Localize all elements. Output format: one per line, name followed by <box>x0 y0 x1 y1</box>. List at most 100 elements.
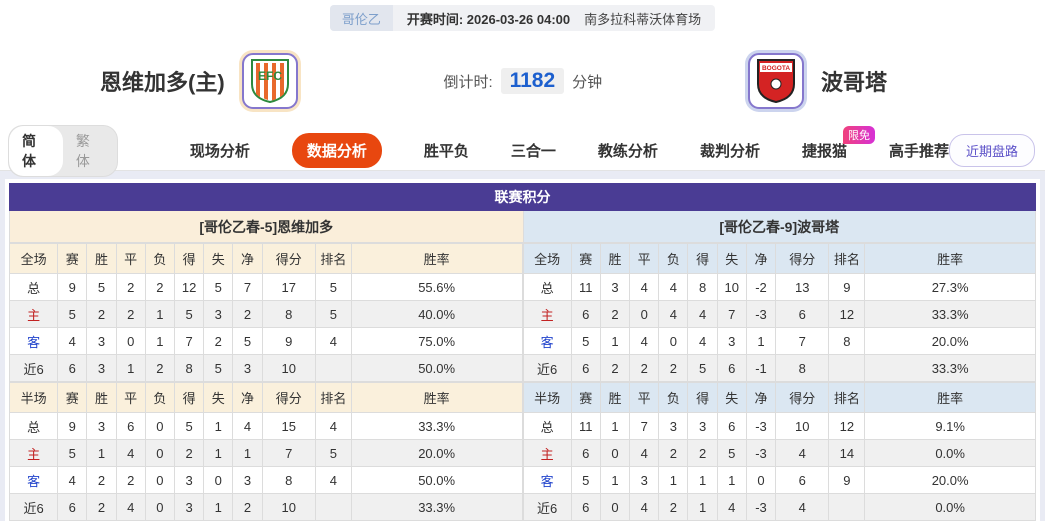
nav-bar: 简体 繁体 现场分析 数据分析 胜平负 三合一 教练分析 裁判分析 捷报猫 限免 高手推荐 近期… <box>0 124 1045 177</box>
stat-cell: 3 <box>86 354 117 382</box>
stat-cell: 13 <box>775 273 830 301</box>
table-row: 近6 6 0 4 2 1 4 -3 4 0.0% <box>522 493 1036 521</box>
home-team-crest-icon: EFC <box>241 53 298 109</box>
home-fulltime-table: 全场赛胜平负得失净得分 排名 胜率 总 9 5 2 2 12 5 7 17 5 55.6% 主 5 2 2 1 5 3… <box>8 243 523 382</box>
league-badge: 哥伦乙 <box>329 5 393 31</box>
table-row: 客 4 3 0 1 7 2 5 9 4 75.0% <box>8 327 523 355</box>
column-header: 得 <box>173 382 205 413</box>
stat-cell: -3 <box>745 300 777 328</box>
column-header: 得 <box>173 243 205 274</box>
stat-cell: 1 <box>86 439 117 467</box>
column-header: 平 <box>115 382 146 413</box>
column-header: 赛 <box>57 243 88 274</box>
stat-cell: 5 <box>314 300 352 328</box>
stat-cell: 3 <box>173 493 205 521</box>
stat-cell: 3 <box>232 354 263 382</box>
stat-cell: 1 <box>745 327 777 355</box>
row-label: 总 <box>522 412 572 440</box>
stat-cell: 20.0% <box>864 327 1036 355</box>
stat-cell: 5 <box>314 273 352 301</box>
tab-捷报猫[interactable]: 捷报猫 限免 <box>802 126 875 161</box>
column-header: 净 <box>745 382 777 413</box>
column-header: 得分 <box>775 243 830 274</box>
stat-cell: 7 <box>173 327 205 355</box>
row-label: 客 <box>522 327 572 355</box>
stat-cell: 10 <box>261 493 316 521</box>
stat-cell: 10 <box>775 412 830 440</box>
home-team-logo: EFC <box>238 50 301 112</box>
stat-cell: 5 <box>57 439 88 467</box>
table-row: 总 11 3 4 4 8 10 -2 13 9 27.3% <box>522 273 1036 301</box>
lang-traditional[interactable]: 繁体 <box>75 132 90 169</box>
stat-cell: 3 <box>716 327 747 355</box>
table-row: 总 9 5 2 2 12 5 7 17 5 55.6% <box>8 273 523 301</box>
tab-高手推荐[interactable]: 高手推荐 <box>888 143 949 160</box>
table-row: 主 6 2 0 4 4 7 -3 6 12 33.3% <box>522 300 1036 328</box>
stat-cell: 11 <box>570 273 601 301</box>
table-row: 近6 6 3 1 2 8 5 3 10 50.0% <box>8 354 523 382</box>
stat-cell <box>314 354 352 382</box>
stat-cell: 3 <box>232 466 263 494</box>
column-header: 赛 <box>570 243 601 274</box>
row-label: 主 <box>8 439 59 467</box>
stat-cell: 1 <box>203 412 234 440</box>
stat-cell: 5 <box>203 354 234 382</box>
stat-cell: 0.0% <box>864 439 1036 467</box>
stat-cell: -2 <box>745 273 777 301</box>
column-header: 排名 <box>828 382 866 413</box>
stat-cell: 7 <box>775 327 830 355</box>
table-row: 总 9 3 6 0 5 1 4 15 4 33.3% <box>8 412 523 440</box>
stat-cell: 33.3% <box>864 354 1036 382</box>
stat-cell: 0 <box>144 466 175 494</box>
language-toggle[interactable]: 简体 繁体 <box>8 124 118 177</box>
stat-cell <box>828 354 866 382</box>
stat-cell: 7 <box>716 300 747 328</box>
stat-cell: 5 <box>86 273 117 301</box>
column-header: 胜 <box>599 382 631 413</box>
stat-cell: 1 <box>687 493 718 521</box>
column-header: 胜率 <box>350 243 523 274</box>
stat-cell: 9 <box>828 273 866 301</box>
stat-cell: 8 <box>828 327 866 355</box>
home-section-header: [哥伦乙春-5]恩维加多 <box>9 211 523 243</box>
stat-cell: 4 <box>314 412 352 440</box>
column-header: 得分 <box>261 243 316 274</box>
stat-cell: 1 <box>115 354 146 382</box>
column-header: 胜 <box>86 243 117 274</box>
stat-cell: 4 <box>115 439 146 467</box>
home-team-name: 恩维加多(主) <box>100 70 225 95</box>
stat-cell: 5 <box>57 300 88 328</box>
tab-裁判分析[interactable]: 裁判分析 <box>699 143 760 160</box>
tab-现场分析[interactable]: 现场分析 <box>189 143 250 160</box>
table-row: 客 4 2 2 0 3 0 3 8 4 50.0% <box>8 466 523 494</box>
stat-cell: 6 <box>775 466 830 494</box>
column-header: 胜 <box>599 243 631 274</box>
stat-cell: 4 <box>57 466 88 494</box>
stat-cell: 2 <box>687 439 718 467</box>
stat-cell: 3 <box>687 412 718 440</box>
column-header: 失 <box>716 382 747 413</box>
stat-cell: 4 <box>775 439 830 467</box>
column-header: 胜率 <box>350 382 523 413</box>
tab-胜平负[interactable]: 胜平负 <box>423 143 469 160</box>
stat-cell: 50.0% <box>350 466 523 494</box>
column-header: 得分 <box>775 382 830 413</box>
tab-教练分析[interactable]: 教练分析 <box>597 143 658 160</box>
stat-cell: 5 <box>314 439 352 467</box>
column-header: 赛 <box>57 382 88 413</box>
stat-cell: 2 <box>86 300 117 328</box>
home-team: 恩维加多(主) EFC <box>100 50 301 112</box>
stat-cell: 1 <box>658 466 689 494</box>
stat-cell: 20.0% <box>350 439 523 467</box>
stat-cell: 2 <box>144 354 175 382</box>
recent-odds-button[interactable]: 近期盘路 <box>948 134 1035 167</box>
tab-数据分析[interactable]: 数据分析 <box>291 133 382 168</box>
lang-simplified[interactable]: 简体 <box>9 125 63 176</box>
stat-cell: 0 <box>629 300 660 328</box>
stat-cell: 8 <box>261 300 316 328</box>
column-header: 净 <box>745 243 777 274</box>
tab-三合一[interactable]: 三合一 <box>510 143 556 160</box>
countdown-label: 倒计时: <box>443 73 493 91</box>
stat-cell: 2 <box>658 493 689 521</box>
